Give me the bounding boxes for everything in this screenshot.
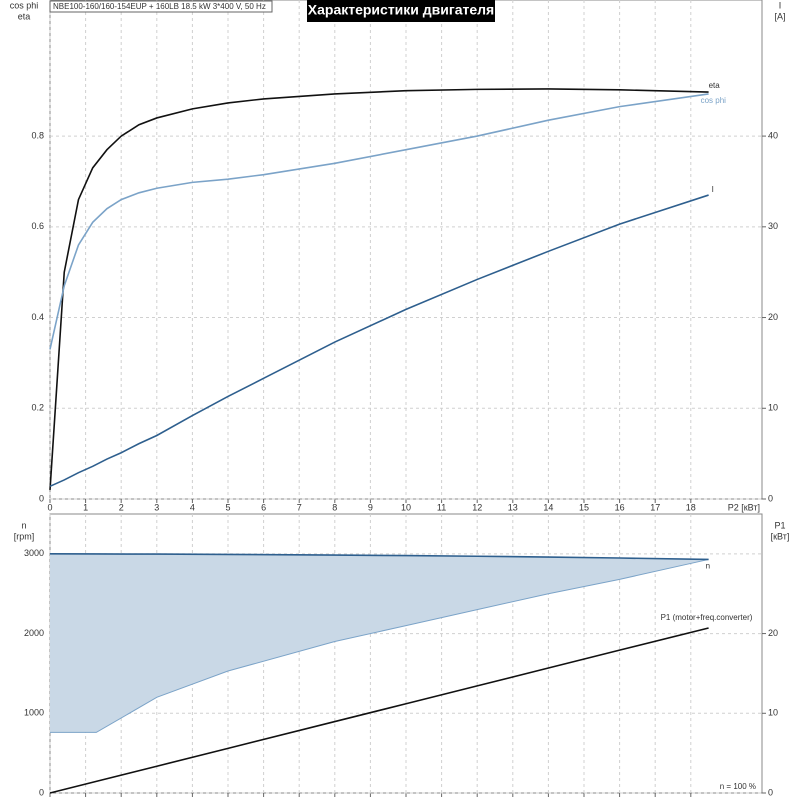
subtitle: NBE100-160/160-154EUP + 160LB 18.5 kW 3*… bbox=[53, 2, 266, 11]
series-label: n bbox=[706, 562, 710, 571]
series-label: cos phi bbox=[701, 96, 727, 105]
x-tick-label: 9 bbox=[368, 502, 373, 512]
y-tick-label: 0.2 bbox=[31, 403, 44, 413]
x-tick-label: 13 bbox=[508, 502, 518, 512]
y2-axis-label: P1 bbox=[774, 520, 785, 530]
y2-tick-label: 40 bbox=[768, 130, 778, 140]
y-tick-label: 0.6 bbox=[31, 221, 44, 231]
y-tick-label: 0.8 bbox=[31, 130, 44, 140]
y-tick-label: 0 bbox=[39, 787, 44, 797]
y-tick-label: 2000 bbox=[24, 628, 44, 638]
x-tick-label: 12 bbox=[472, 502, 482, 512]
series-line bbox=[49, 88, 709, 490]
x-tick-label: 16 bbox=[615, 502, 625, 512]
y2-tick-label: 30 bbox=[768, 221, 778, 231]
x-tick-label: 10 bbox=[401, 502, 411, 512]
x-tick-label: 4 bbox=[190, 502, 195, 512]
x-tick-label: 0 bbox=[47, 502, 52, 512]
y-axis-label: eta bbox=[18, 11, 31, 21]
y-axis-label: [rpm] bbox=[14, 531, 35, 541]
title-box bbox=[307, 0, 495, 22]
x-tick-label: 11 bbox=[437, 502, 446, 512]
series-line bbox=[49, 93, 709, 350]
x-tick-label: 18 bbox=[686, 502, 696, 512]
y-tick-label: 1000 bbox=[24, 708, 44, 718]
chart-title: Характеристики двигателя bbox=[308, 2, 494, 18]
y2-axis-label: [A] bbox=[774, 11, 785, 21]
x-tick-label: 6 bbox=[261, 502, 266, 512]
y-tick-label: 0.4 bbox=[31, 312, 44, 322]
y-axis-label: cos phi bbox=[10, 0, 39, 10]
series-line bbox=[49, 627, 709, 794]
y2-tick-label: 0 bbox=[768, 787, 773, 797]
y2-tick-label: 20 bbox=[768, 628, 778, 638]
band-area bbox=[50, 553, 709, 733]
x-tick-label: 8 bbox=[332, 502, 337, 512]
y2-tick-label: 20 bbox=[768, 312, 778, 322]
y2-tick-label: 10 bbox=[768, 708, 778, 718]
x-tick-label: 15 bbox=[579, 502, 589, 512]
y2-axis-label: [кВт] bbox=[771, 531, 790, 541]
y-tick-label: 3000 bbox=[24, 548, 44, 558]
x-tick-label: 3 bbox=[154, 502, 159, 512]
x-tick-label: 14 bbox=[543, 502, 553, 512]
y2-tick-label: 10 bbox=[768, 403, 778, 413]
subtitle-box bbox=[49, 0, 273, 13]
x-tick-label: 5 bbox=[225, 502, 230, 512]
series-line bbox=[49, 553, 709, 561]
series-label: eta bbox=[709, 81, 721, 90]
y2-tick-label: 0 bbox=[768, 493, 773, 503]
series-label: P1 (motor+freq.converter) bbox=[661, 613, 753, 622]
band-lower-line bbox=[50, 558, 709, 733]
y-tick-label: 0 bbox=[39, 493, 44, 503]
x-tick-label: 1 bbox=[83, 502, 88, 512]
series-label: I bbox=[712, 185, 714, 194]
x-tick-label: 17 bbox=[650, 502, 660, 512]
y-axis-label: n bbox=[21, 520, 26, 530]
y2-axis-label: I bbox=[779, 0, 782, 10]
x-tick-label: 2 bbox=[119, 502, 124, 512]
series-line bbox=[49, 194, 709, 488]
x-axis-label: P2 [кВт] bbox=[728, 502, 760, 512]
annotation: n = 100 % bbox=[720, 782, 756, 791]
x-tick-label: 7 bbox=[297, 502, 302, 512]
